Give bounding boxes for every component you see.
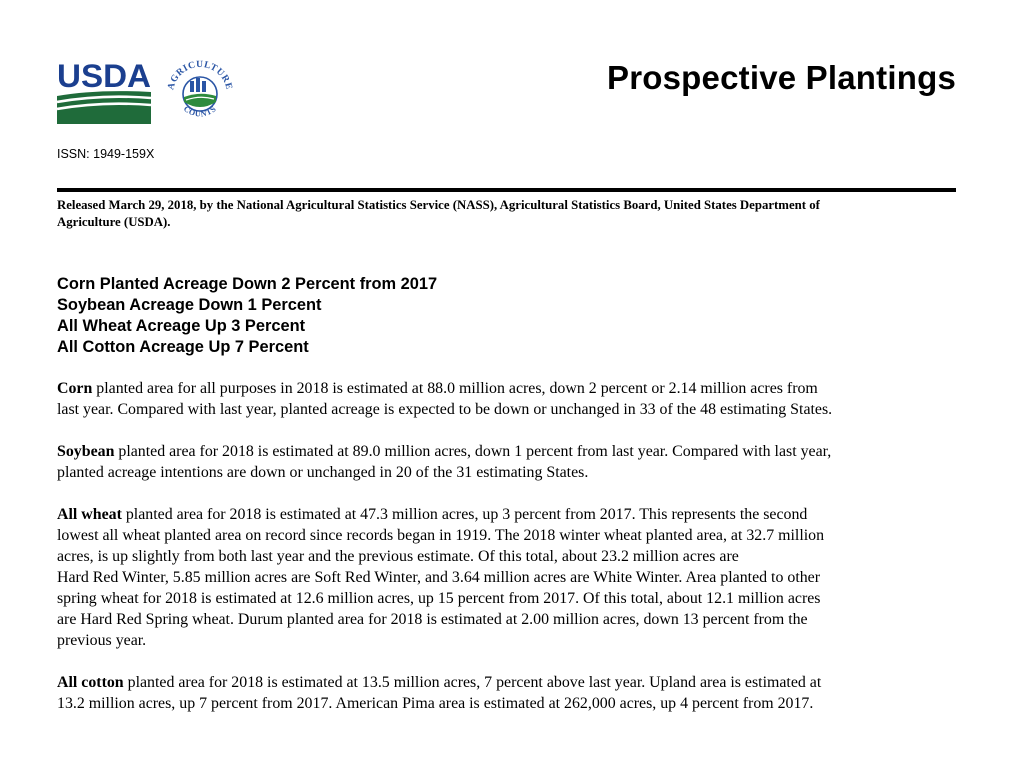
release-statement: Released March 29, 2018, by the National…	[57, 197, 957, 231]
paragraph-soybean: Soybean planted area for 2018 is estimat…	[57, 441, 957, 483]
paragraph-line: lowest all wheat planted area on record …	[57, 527, 825, 544]
headline-corn: Corn Planted Acreage Down 2 Percent from…	[57, 275, 438, 293]
report-title: Prospective Plantings	[607, 59, 956, 96]
usda-logo: USDA	[57, 58, 152, 124]
paragraph-line: last year. Compared with last year, plan…	[57, 401, 833, 418]
headline-cotton: All Cotton Acreage Up 7 Percent	[57, 338, 309, 356]
paragraph-lead: Corn	[57, 380, 93, 397]
agriculture-counts-seal: AGRICULTURE COUNTS	[166, 60, 233, 119]
report-body: Corn planted area for all purposes in 20…	[57, 378, 957, 735]
paragraph-text: planted area for 2018 is estimated at 89…	[114, 443, 832, 460]
release-line: Agriculture (USDA).	[57, 215, 171, 229]
paragraph-text: planted area for 2018 is estimated at 13…	[123, 674, 822, 691]
headline-soybean: Soybean Acreage Down 1 Percent	[57, 296, 322, 314]
paragraph-line: acres, is up slightly from both last yea…	[57, 548, 739, 565]
paragraph-line: previous year.	[57, 632, 147, 649]
paragraph-wheat: All wheat planted area for 2018 is estim…	[57, 504, 957, 651]
paragraph-line: spring wheat for 2018 is estimated at 12…	[57, 590, 821, 607]
paragraph-line: All cotton planted area for 2018 is esti…	[57, 672, 957, 693]
paragraph-line: planted acreage intentions are down or u…	[57, 464, 589, 481]
headline-wheat: All Wheat Acreage Up 3 Percent	[57, 317, 306, 335]
paragraph-line: All wheat planted area for 2018 is estim…	[57, 504, 957, 525]
paragraph-line: 13.2 million acres, up 7 percent from 20…	[57, 695, 814, 712]
paragraph-text: planted area for 2018 is estimated at 47…	[121, 506, 808, 523]
headline-list: Corn Planted Acreage Down 2 Percent from…	[57, 274, 437, 358]
paragraph-text: planted area for all purposes in 2018 is…	[92, 380, 818, 397]
paragraph-line: Hard Red Winter, 5.85 million acres are …	[57, 569, 821, 586]
paragraph-lead: All wheat	[57, 506, 122, 523]
paragraph-cotton: All cotton planted area for 2018 is esti…	[57, 672, 957, 714]
paragraph-lead: All cotton	[57, 674, 124, 691]
usda-logo-text: USDA	[57, 58, 151, 94]
paragraph-lead: Soybean	[57, 443, 115, 460]
paragraph-line: are Hard Red Spring wheat. Durum planted…	[57, 611, 808, 628]
paragraph-corn: Corn planted area for all purposes in 20…	[57, 378, 957, 420]
issn-number: ISSN: 1949-159X	[57, 147, 155, 161]
paragraph-line: Corn planted area for all purposes in 20…	[57, 378, 957, 399]
paragraph-line: Soybean planted area for 2018 is estimat…	[57, 441, 957, 462]
header-divider	[57, 188, 956, 192]
release-line: Released March 29, 2018, by the National…	[57, 198, 820, 212]
